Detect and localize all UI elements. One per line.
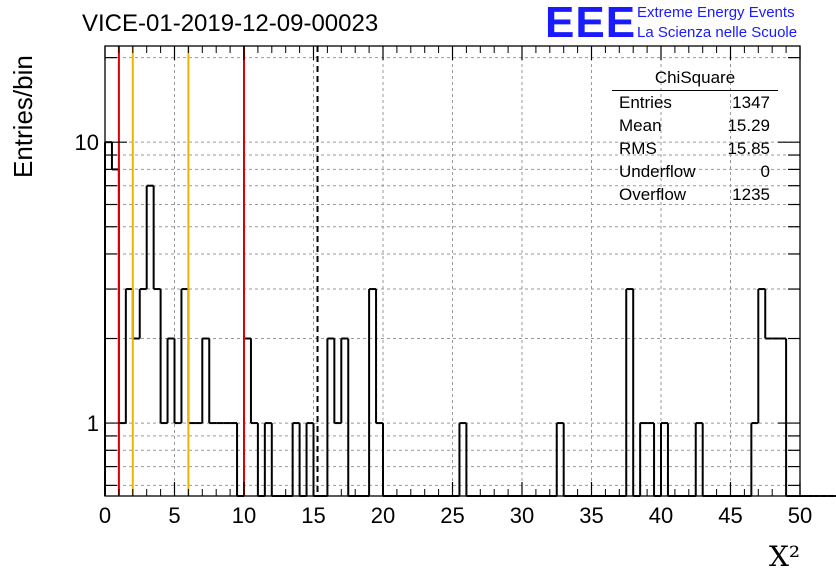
histogram-bin [173,338,182,425]
histogram-bin [117,169,126,425]
histogram-bin [208,338,217,425]
histogram-bin [201,337,210,424]
y-tick-label: 1 [87,411,99,436]
tick-labels: 0 5 10 15 20 25 30 35 40 45 50 1 10 [75,130,813,528]
x-tick-label: 5 [168,503,180,528]
histogram-bin [347,338,356,497]
stats-row-rms: RMS 15.85 [612,137,778,160]
histogram-bin [131,289,140,340]
histogram-bin [152,185,161,291]
stats-label: Overflow [619,185,687,204]
histogram-bin [750,422,759,496]
histogram-bin [375,289,383,425]
stats-title: ChiSquare [612,66,778,91]
histogram-bin [305,422,314,496]
axis-ticks [104,46,801,496]
x-tick-label: 40 [649,503,673,528]
histogram-bin [625,288,634,496]
histogram-bin [639,422,648,496]
stats-label: Mean [619,116,662,135]
x-tick-label: 35 [579,503,603,528]
stats-box: ChiSquare Entries 1347 Mean 15.29 RMS 15.85 Un… [612,66,778,206]
x-tick-label: 50 [788,503,812,528]
stats-value: 0 [760,162,770,181]
stats-value: 1235 [732,185,770,204]
histogram-bin [159,289,168,425]
stats-label: Underflow [619,162,696,181]
x-tick-label: 25 [440,503,464,528]
logo-line-2: La Scienza nelle Scuole [637,24,798,41]
reference-lines [117,46,319,496]
histogram-bin [458,422,467,496]
chart-title: VICE-01-2019-12-09-00023 [82,10,379,37]
histogram-bin [368,288,377,496]
histogram-bin [333,338,342,425]
stats-label: Entries [619,93,672,112]
logo-mark: EEE [545,0,637,47]
histogram-bin [104,141,112,496]
stats-value: 15.85 [727,139,770,158]
histogram-bin [785,338,794,497]
histogram-bin [180,288,189,424]
histogram-bin [632,289,641,497]
x-tick-label: 15 [301,503,325,528]
histogram-bin [555,422,564,496]
y-axis-label: Entries/bin [8,55,38,178]
grid [105,46,800,496]
x-axis-label: X² [769,540,800,572]
x-tick-label: 10 [232,503,256,528]
histogram-bin [166,337,175,424]
histogram-bin [145,184,154,290]
stats-value: 15.29 [727,116,770,135]
histogram-bin [291,422,300,496]
histogram-bin [110,142,119,171]
histogram-bin [263,422,272,496]
y-tick-label: 10 [75,130,99,155]
histogram-bin [124,288,133,424]
x-tick-label: 0 [99,503,111,528]
histogram-bin [249,338,258,425]
histogram-bin [757,288,766,424]
stats-label: RMS [619,139,657,158]
histogram-bin [243,337,251,496]
x-tick-label: 20 [371,503,395,528]
stats-value: 1347 [732,93,770,112]
histogram-bin [187,289,196,425]
histogram-bin [694,422,703,496]
histogram-bin [764,289,773,340]
x-tick-label: 45 [718,503,742,528]
stats-row-overflow: Overflow 1235 [612,183,778,206]
histogram-bin [340,337,349,424]
histogram-bin [326,337,335,496]
histogram-bin [138,288,147,339]
stats-row-mean: Mean 15.29 [612,114,778,137]
stats-row-underflow: Underflow 0 [612,160,778,183]
stats-row-entries: Entries 1347 [612,91,778,114]
x-tick-label: 30 [510,503,534,528]
logo-line-1: Extreme Energy Events [637,4,795,21]
